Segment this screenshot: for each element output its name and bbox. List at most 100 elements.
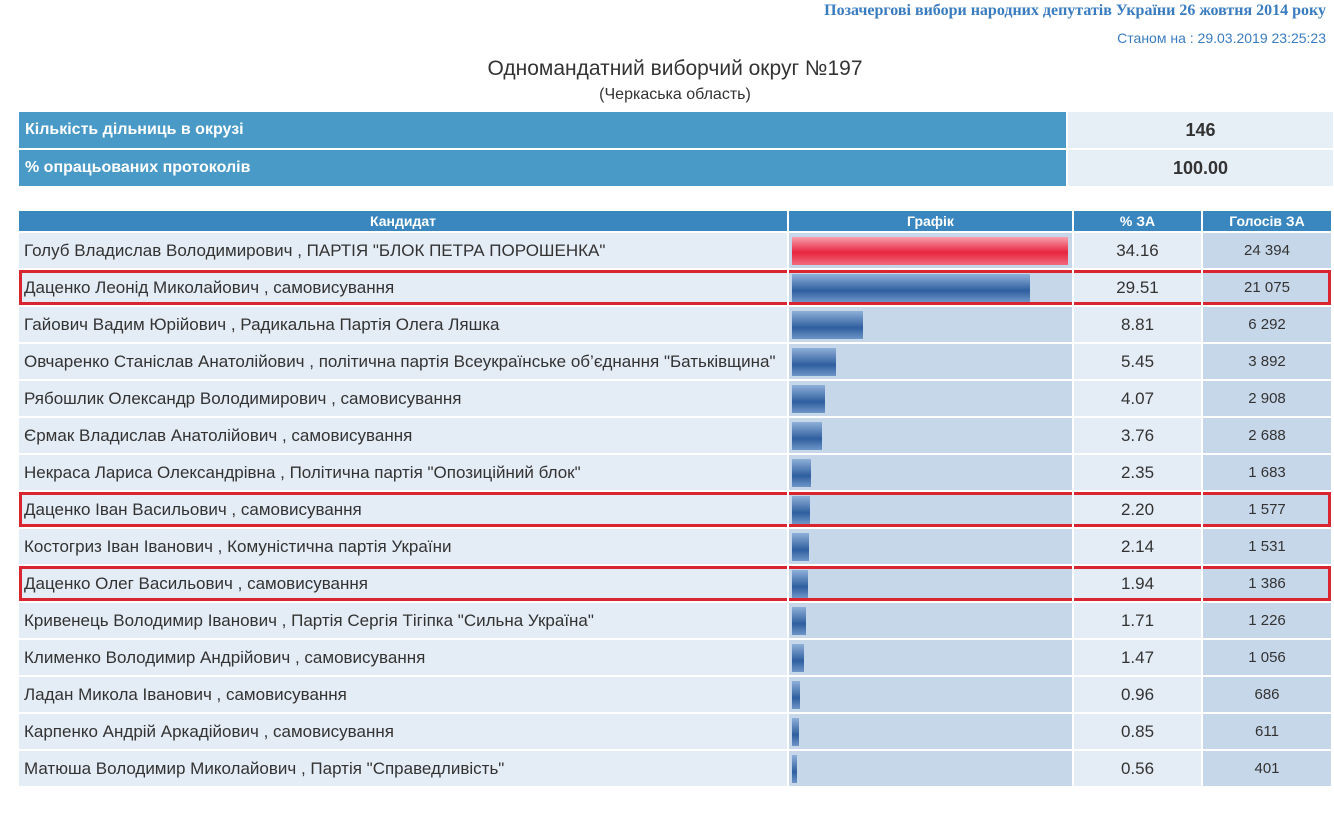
votes: 1 683 <box>1203 455 1331 490</box>
graph-cell <box>789 455 1072 490</box>
candidate-row: Кривенець Володимир Іванович , Партія Се… <box>19 603 1331 638</box>
candidate-row: Гайович Вадим Юрійович , Радикальна Парт… <box>19 307 1331 342</box>
candidate: Рябошлик Олександр Володимирович , самов… <box>19 381 787 416</box>
header: Позачергові вибори народних депутатів Ук… <box>824 2 1326 46</box>
percent: 34.16 <box>1074 233 1201 268</box>
graph-cell <box>789 344 1072 379</box>
votes: 2 908 <box>1203 381 1331 416</box>
candidate: Некраса Лариса Олександрівна , Політична… <box>19 455 787 490</box>
candidate: Овчаренко Станіслав Анатолійович , політ… <box>19 344 787 379</box>
summary-value: 100.00 <box>1068 150 1333 186</box>
candidate-row: Клименко Володимир Андрійович , самовису… <box>19 640 1331 675</box>
bar <box>792 458 811 487</box>
summary-label: % опрацьованих протоколів <box>19 150 1066 186</box>
graph-cell <box>789 751 1072 786</box>
candidate: Карпенко Андрій Аркадійович , самовисува… <box>19 714 787 749</box>
bar <box>792 680 800 709</box>
candidate-row: Даценко Леонід Миколайович , самовисуван… <box>19 270 1331 305</box>
candidate-row: Карпенко Андрій Аркадійович , самовисува… <box>19 714 1331 749</box>
percent: 2.14 <box>1074 529 1201 564</box>
votes: 1 577 <box>1203 492 1331 527</box>
candidate: Кривенець Володимир Іванович , Партія Се… <box>19 603 787 638</box>
bar <box>792 384 825 413</box>
percent: 0.56 <box>1074 751 1201 786</box>
bar <box>792 606 806 635</box>
bar <box>792 236 1068 265</box>
graph-cell <box>789 233 1072 268</box>
summary-label: Кількість дільниць в окрузі <box>19 112 1066 148</box>
votes: 401 <box>1203 751 1331 786</box>
candidate-row: Єрмак Владислав Анатолійович , самовисув… <box>19 418 1331 453</box>
votes: 2 688 <box>1203 418 1331 453</box>
column-header: Кандидат <box>19 211 787 231</box>
percent: 1.71 <box>1074 603 1201 638</box>
column-header: Голосів ЗА <box>1203 211 1331 231</box>
bar <box>792 643 804 672</box>
percent: 0.85 <box>1074 714 1201 749</box>
title: Одномандатний виборчий округ №197 <box>487 57 863 80</box>
percent: 0.96 <box>1074 677 1201 712</box>
bar <box>792 310 864 339</box>
graph-cell <box>789 566 1072 601</box>
column-header: Графік <box>789 211 1072 231</box>
candidate-row: Голуб Владислав Володимирович , ПАРТІЯ "… <box>19 233 1331 268</box>
votes: 1 386 <box>1203 566 1331 601</box>
candidate-row: Ладан Микола Іванович , самовисування 0.9… <box>19 677 1331 712</box>
header-row: Кандидат Графік% ЗА Голосів ЗА <box>19 211 1331 231</box>
bar <box>792 569 808 598</box>
graph-cell <box>789 677 1072 712</box>
votes: 1 531 <box>1203 529 1331 564</box>
percent: 29.51 <box>1074 270 1201 305</box>
percent: 3.76 <box>1074 418 1201 453</box>
candidate-row: Рябошлик Олександр Володимирович , самов… <box>19 381 1331 416</box>
bar <box>792 421 823 450</box>
candidate: Клименко Володимир Андрійович , самовису… <box>19 640 787 675</box>
percent: 8.81 <box>1074 307 1201 342</box>
votes: 6 292 <box>1203 307 1331 342</box>
candidate-row: Матюша Володимир Миколайович , Партія "С… <box>19 751 1331 786</box>
graph-cell <box>789 307 1072 342</box>
summary-table: Кількість дільниць в окрузі 146% опрацьов… <box>17 110 1334 188</box>
percent: 5.45 <box>1074 344 1201 379</box>
votes: 3 892 <box>1203 344 1331 379</box>
candidate-row: Некраса Лариса Олександрівна , Політична… <box>19 455 1331 490</box>
status: Станом на : 29.03.2019 23:25:23 <box>1117 30 1326 46</box>
candidate: Голуб Владислав Володимирович , ПАРТІЯ "… <box>19 233 787 268</box>
candidate: Матюша Володимир Миколайович , Партія "С… <box>19 751 787 786</box>
graph-cell <box>789 418 1072 453</box>
candidate: Даценко Іван Васильович , самовисування <box>19 492 787 527</box>
region: (Черкаська область) <box>599 86 751 103</box>
graph-cell <box>789 640 1072 675</box>
percent: 1.47 <box>1074 640 1201 675</box>
bar <box>792 532 810 561</box>
bar <box>792 347 837 376</box>
candidate-row: Даценко Іван Васильович , самовисування 2… <box>19 492 1331 527</box>
votes: 21 075 <box>1203 270 1331 305</box>
votes: 1 226 <box>1203 603 1331 638</box>
votes: 24 394 <box>1203 233 1331 268</box>
candidate: Костогриз Іван Іванович , Комуністична п… <box>19 529 787 564</box>
column-header: % ЗА <box>1074 211 1201 231</box>
candidate: Єрмак Владислав Анатолійович , самовисув… <box>19 418 787 453</box>
results-table: Кандидат Графік% ЗА Голосів ЗА Голуб Владис… <box>17 209 1333 788</box>
candidate: Даценко Леонід Миколайович , самовисуван… <box>19 270 787 305</box>
bar <box>792 495 810 524</box>
summary-row: % опрацьованих протоколів 100.00 <box>19 150 1333 186</box>
candidate: Ладан Микола Іванович , самовисування <box>19 677 787 712</box>
candidate: Гайович Вадим Юрійович , Радикальна Парт… <box>19 307 787 342</box>
candidate-row: Даценко Олег Васильович , самовисування 1… <box>19 566 1331 601</box>
percent: 1.94 <box>1074 566 1201 601</box>
graph-cell <box>789 714 1072 749</box>
graph-cell <box>789 529 1072 564</box>
percent: 2.35 <box>1074 455 1201 490</box>
votes: 611 <box>1203 714 1331 749</box>
percent: 4.07 <box>1074 381 1201 416</box>
graph-cell <box>789 603 1072 638</box>
graph-cell <box>789 492 1072 527</box>
votes: 1 056 <box>1203 640 1331 675</box>
summary-value: 146 <box>1068 112 1333 148</box>
summary-row: Кількість дільниць в окрузі 146 <box>19 112 1333 148</box>
graph-cell <box>789 270 1072 305</box>
